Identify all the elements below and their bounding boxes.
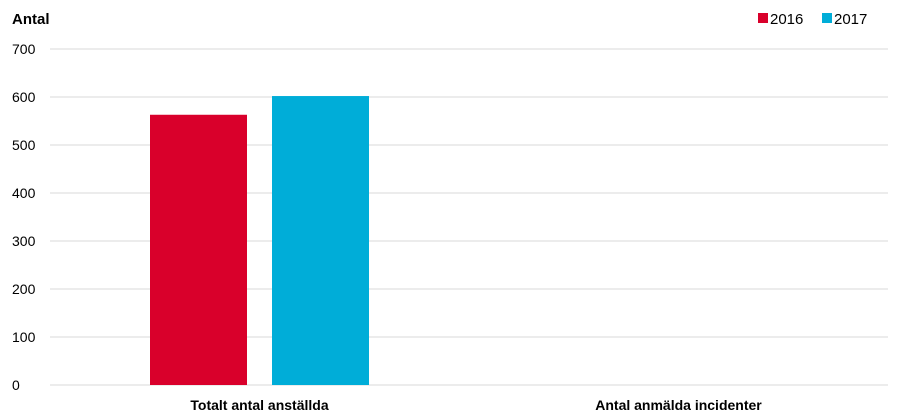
y-tick-label-700: 700	[12, 41, 36, 57]
y-tick-label-400: 400	[12, 185, 36, 201]
legend-swatch-2017	[822, 13, 832, 23]
bars	[150, 96, 369, 385]
x-category-label-1: Antal anmälda incidenter	[595, 397, 762, 413]
y-tick-label-500: 500	[12, 137, 36, 153]
y-tick-label-300: 300	[12, 233, 36, 249]
bar-2016-cat-0	[150, 114, 247, 385]
legend: 2016 2017	[758, 11, 867, 28]
y-axis-ticks: 0 100 200 300 400 500 600 700	[12, 41, 36, 393]
legend-label-2016: 2016	[770, 11, 803, 28]
y-tick-label-200: 200	[12, 281, 36, 297]
bar-2017-cat-0	[272, 96, 369, 385]
y-tick-label-100: 100	[12, 329, 36, 345]
legend-label-2017: 2017	[834, 11, 867, 28]
y-axis-label: Antal	[12, 11, 50, 28]
y-tick-label-600: 600	[12, 89, 36, 105]
y-tick-label-0: 0	[12, 377, 20, 393]
x-axis-categories: Totalt antal anställda Antal anmälda inci…	[190, 397, 762, 413]
x-category-label-0: Totalt antal anställda	[190, 397, 328, 413]
legend-swatch-2016	[758, 13, 768, 23]
